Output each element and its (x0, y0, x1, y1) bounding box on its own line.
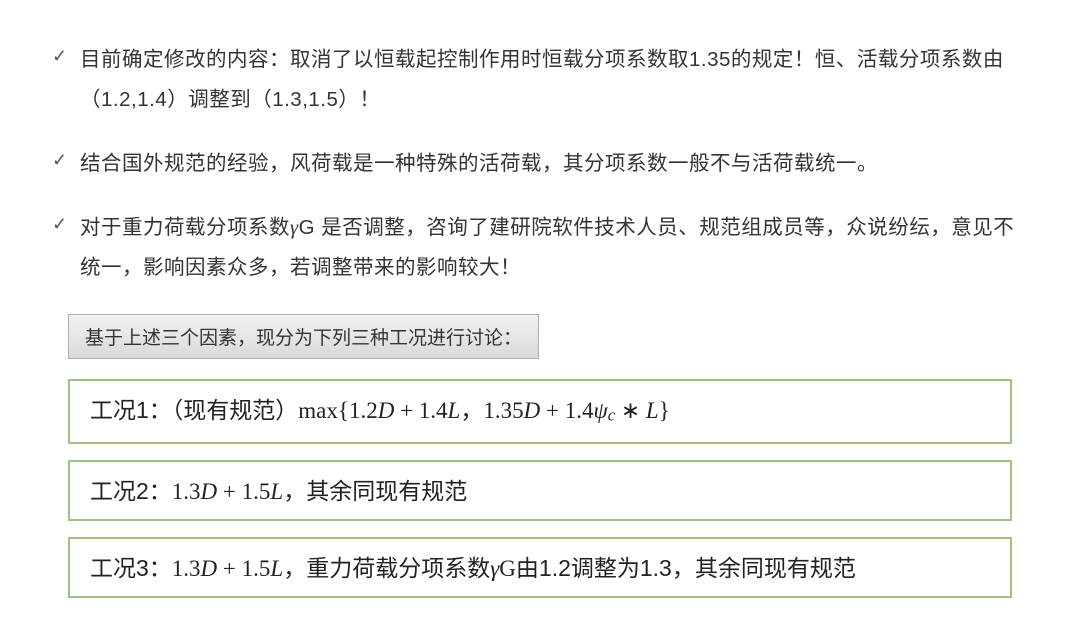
bullet-text: 对于重力荷载分项系数γG 是否调整，咨询了建研院软件技术人员、规范组成员等，众说… (80, 208, 1028, 288)
check-icon: ✓ (52, 40, 80, 72)
math-var: D (201, 479, 218, 504)
check-icon: ✓ (52, 208, 80, 240)
case-text: 由1.2调整为1.3，其余同现有规范 (516, 555, 856, 581)
math-op: + (394, 398, 418, 423)
bullet-item: ✓目前确定修改的内容：取消了以恒载起控制作用时恒载分项系数取1.35的规定！恒、… (52, 40, 1028, 120)
math-var: L (270, 479, 283, 504)
math-number: 1.4 (565, 398, 594, 423)
math-op: } (659, 398, 670, 423)
bullet-list: ✓目前确定修改的内容：取消了以恒载起控制作用时恒载分项系数取1.35的规定！恒、… (52, 40, 1028, 288)
math-number: 1.4 (419, 398, 448, 423)
math-number: 1.5 (242, 556, 271, 581)
bullet-item: ✓结合国外规范的经验，风荷载是一种特殊的活荷载，其分项系数一般不与活荷载统一。 (52, 144, 1028, 184)
summary-note: 基于上述三个因素，现分为下列三种工况进行讨论： (68, 314, 539, 359)
math-op: + (540, 398, 564, 423)
case-text: ，重力荷载分项系数 (283, 555, 490, 581)
math-subscript: c (608, 405, 615, 424)
math-var: L (270, 556, 283, 581)
math-number: 1.5 (242, 479, 271, 504)
bullet-text: 目前确定修改的内容：取消了以恒载起控制作用时恒载分项系数取1.35的规定！恒、活… (80, 40, 1028, 120)
case-text: 工况2： (90, 478, 172, 504)
check-icon: ✓ (52, 144, 80, 176)
math-op: ∗ (615, 398, 646, 423)
case-box: 工况2：1.3D + 1.5L，其余同现有规范 (68, 460, 1012, 521)
case-text: 工况3： (90, 555, 172, 581)
math-var: L (448, 398, 461, 423)
math-op: + (217, 556, 241, 581)
math-var: D (378, 398, 395, 423)
math-var: γ (490, 556, 499, 581)
math-op: G (499, 556, 516, 581)
case-text: 工况1：（现有规范） (90, 397, 298, 423)
math-number: 1.3 (172, 556, 201, 581)
math-var: L (646, 398, 659, 423)
math-var: D (524, 398, 541, 423)
math-op: + (217, 479, 241, 504)
math-var: ψ (593, 398, 607, 423)
bullet-item: ✓对于重力荷载分项系数γG 是否调整，咨询了建研院软件技术人员、规范组成员等，众… (52, 208, 1028, 288)
math-number: 1.35 (483, 398, 523, 423)
case-text: ，其余同现有规范 (283, 478, 467, 504)
case-box: 工况1：（现有规范）max{1.2D + 1.4L，1.35D + 1.4ψc … (68, 379, 1012, 444)
math-op: max{ (298, 398, 349, 423)
bullet-text: 结合国外规范的经验，风荷载是一种特殊的活荷载，其分项系数一般不与活荷载统一。 (80, 144, 1028, 184)
case-text: ， (460, 397, 483, 423)
slide-page: ✓目前确定修改的内容：取消了以恒载起控制作用时恒载分项系数取1.35的规定！恒、… (0, 0, 1080, 644)
math-number: 1.3 (172, 479, 201, 504)
case-box: 工况3：1.3D + 1.5L，重力荷载分项系数γG由1.2调整为1.3，其余同… (68, 537, 1012, 598)
math-var: D (201, 556, 218, 581)
math-number: 1.2 (349, 398, 378, 423)
case-list: 工况1：（现有规范）max{1.2D + 1.4L，1.35D + 1.4ψc … (52, 379, 1028, 598)
